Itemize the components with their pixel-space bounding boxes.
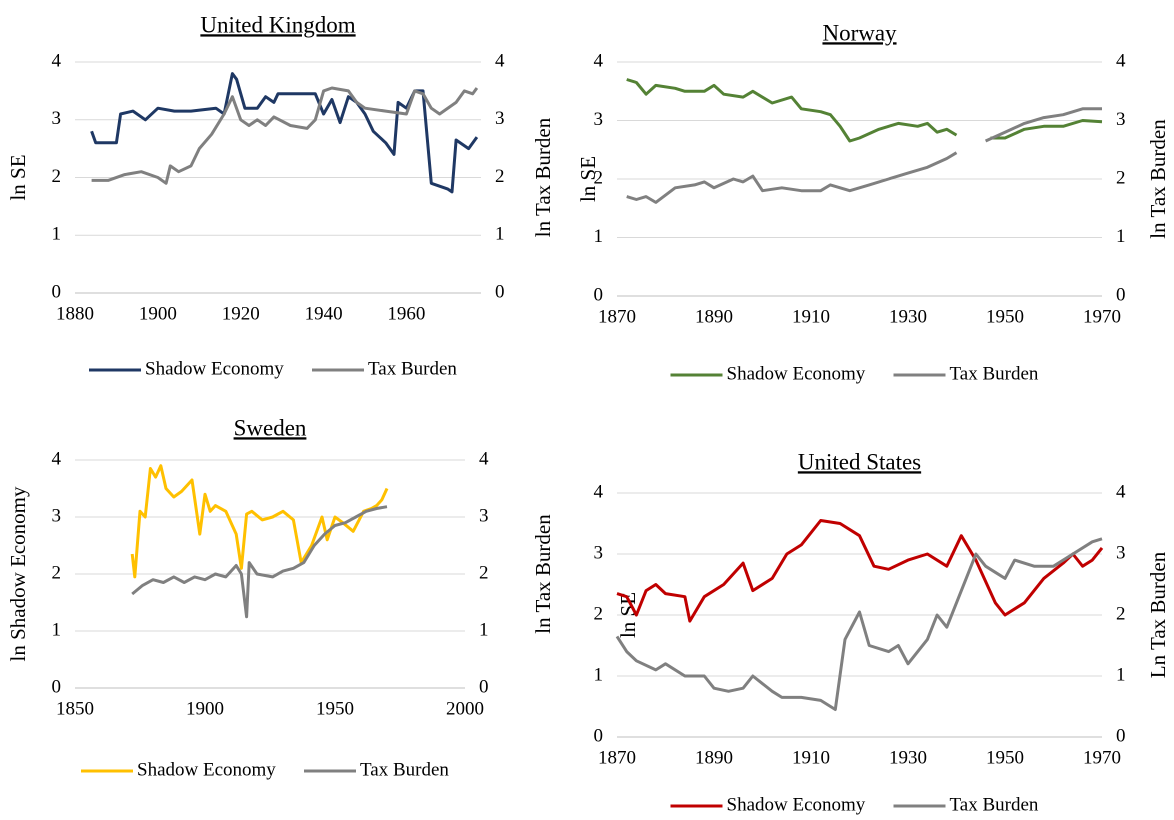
y-tick-label: 1 xyxy=(594,664,604,685)
x-tick-label: 1930 xyxy=(889,747,927,768)
legend-label: Shadow Economy xyxy=(727,363,866,384)
x-tick-label: 1900 xyxy=(139,303,177,324)
y2-tick-label: 4 xyxy=(1116,50,1126,71)
x-tick-label: 1890 xyxy=(695,747,733,768)
y2-tick-label: 3 xyxy=(1116,109,1126,130)
series-line xyxy=(616,519,1104,623)
x-tick-label: 1960 xyxy=(387,303,425,324)
y-tick-label: 2 xyxy=(52,166,62,187)
chart-title: Norway xyxy=(822,20,897,45)
legend-label: Shadow Economy xyxy=(145,358,284,379)
x-tick-label: 1880 xyxy=(56,303,94,324)
y-tick-label: 0 xyxy=(52,281,62,302)
x-tick-label: 1920 xyxy=(222,303,260,324)
x-tick-label: 1910 xyxy=(792,306,830,327)
legend-label: Tax Burden xyxy=(368,358,457,379)
x-tick-label: 1890 xyxy=(695,306,733,327)
legend-label: Tax Burden xyxy=(950,363,1039,384)
y2-tick-label: 2 xyxy=(1116,603,1126,624)
y2-tick-label: 3 xyxy=(479,505,489,526)
x-tick-label: 1970 xyxy=(1083,747,1121,768)
y2-axis-label: ln Tax Burden xyxy=(1146,119,1170,239)
y2-tick-label: 1 xyxy=(1116,664,1126,685)
y-tick-label: 2 xyxy=(594,167,604,188)
y-tick-label: 2 xyxy=(594,603,604,624)
series-line xyxy=(626,78,1103,143)
y-tick-label: 4 xyxy=(594,50,604,71)
y-axis-label: ln Shadow Economy xyxy=(6,486,30,661)
y2-tick-label: 4 xyxy=(495,50,505,71)
y2-tick-label: 3 xyxy=(1116,542,1126,563)
x-tick-label: 1950 xyxy=(986,306,1024,327)
y2-tick-label: 0 xyxy=(1116,725,1126,746)
y2-tick-label: 0 xyxy=(495,281,505,302)
series-line xyxy=(90,72,479,194)
x-tick-label: 1970 xyxy=(1083,306,1121,327)
y-tick-label: 0 xyxy=(52,676,62,697)
y2-tick-label: 1 xyxy=(495,224,505,245)
x-tick-label: 1900 xyxy=(186,698,224,719)
y2-tick-label: 1 xyxy=(1116,226,1126,247)
y2-tick-label: 2 xyxy=(495,166,505,187)
y-tick-label: 3 xyxy=(594,109,604,130)
series-line xyxy=(626,107,1102,204)
y-tick-label: 1 xyxy=(52,224,62,245)
y-tick-label: 3 xyxy=(52,108,62,129)
x-tick-label: 1940 xyxy=(305,303,343,324)
series-line xyxy=(91,86,479,185)
y2-axis-label: Ln Tax Burden xyxy=(1146,551,1170,678)
y-tick-label: 0 xyxy=(594,725,604,746)
x-tick-label: 1910 xyxy=(792,747,830,768)
y-tick-label: 4 xyxy=(52,448,62,469)
chart-title: United States xyxy=(798,449,921,474)
legend-label: Shadow Economy xyxy=(727,794,866,815)
y-tick-label: 3 xyxy=(52,505,62,526)
y2-tick-label: 0 xyxy=(1116,284,1126,305)
y2-tick-label: 3 xyxy=(495,108,505,129)
chart-title: United Kingdom xyxy=(200,12,355,37)
legend-label: Tax Burden xyxy=(950,794,1039,815)
y-tick-label: 0 xyxy=(594,284,604,305)
y2-tick-label: 4 xyxy=(479,448,489,469)
y-tick-label: 4 xyxy=(52,50,62,71)
y-tick-label: 1 xyxy=(52,619,62,640)
chart-title: Sweden xyxy=(234,415,307,440)
y2-tick-label: 4 xyxy=(1116,481,1126,502)
y-tick-label: 2 xyxy=(52,562,62,583)
x-tick-label: 1950 xyxy=(986,747,1024,768)
y2-tick-label: 2 xyxy=(1116,167,1126,188)
x-tick-label: 1950 xyxy=(316,698,354,719)
y2-tick-label: 2 xyxy=(479,562,489,583)
series-line xyxy=(131,505,388,619)
legend-label: Shadow Economy xyxy=(137,759,276,780)
x-tick-label: 1930 xyxy=(889,306,927,327)
x-tick-label: 1870 xyxy=(598,747,636,768)
y2-tick-label: 1 xyxy=(479,619,489,640)
y-tick-label: 3 xyxy=(594,542,604,563)
y2-tick-label: 0 xyxy=(479,676,489,697)
y-axis-label: ln SE xyxy=(576,156,600,202)
x-tick-label: 1870 xyxy=(598,306,636,327)
y-tick-label: 4 xyxy=(594,481,604,502)
series-line xyxy=(615,537,1103,711)
y2-axis-label: ln Tax Burden xyxy=(531,117,555,237)
legend-label: Tax Burden xyxy=(360,759,449,780)
y-axis-label: ln SE xyxy=(6,154,30,200)
x-tick-label: 2000 xyxy=(446,698,484,719)
x-tick-label: 1850 xyxy=(56,698,94,719)
y-tick-label: 1 xyxy=(594,226,604,247)
y2-axis-label: ln Tax Burden xyxy=(531,514,555,634)
